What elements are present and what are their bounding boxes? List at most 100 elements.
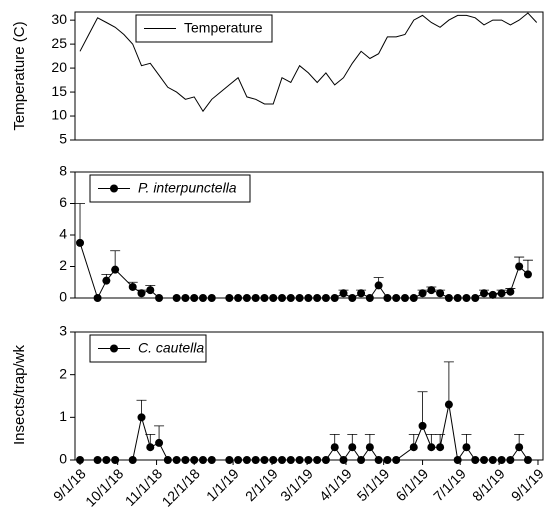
data-point: [234, 294, 243, 302]
y-tick-label: 2: [59, 365, 67, 381]
data-point: [128, 456, 137, 464]
data-point: [181, 294, 190, 302]
data-point: [453, 294, 462, 302]
y-tick-label: 3: [59, 323, 67, 339]
legend-label: C. cautella: [138, 340, 204, 356]
legend-marker: [110, 344, 118, 353]
x-tick-label: 7/1/19: [430, 465, 469, 504]
x-tick-label: 4/1/19: [316, 465, 355, 504]
data-point: [383, 456, 392, 464]
data-point: [146, 286, 155, 295]
data-point: [313, 294, 322, 302]
data-point: [155, 294, 164, 302]
data-point: [295, 294, 304, 302]
y-tick-label: 6: [59, 194, 67, 210]
data-point: [471, 456, 480, 464]
data-point: [480, 456, 489, 464]
data-point: [348, 294, 357, 302]
x-tick-label: 9/1/19: [508, 465, 547, 504]
data-point: [497, 289, 506, 298]
data-point: [76, 456, 85, 464]
data-point: [225, 294, 234, 302]
legend-marker: [110, 184, 118, 193]
data-point: [278, 294, 287, 302]
data-point: [128, 282, 137, 291]
data-point: [506, 287, 515, 296]
legend-label: P. interpunctella: [138, 180, 237, 196]
y-tick-label: 15: [51, 83, 67, 99]
data-point: [330, 443, 339, 452]
data-point: [181, 456, 190, 464]
y-tick-label: 30: [51, 11, 67, 27]
error-bar: [443, 361, 454, 405]
data-point: [313, 456, 322, 464]
data-point: [93, 456, 102, 464]
error-bar: [75, 203, 86, 243]
data-point: [286, 456, 295, 464]
data-point: [400, 294, 409, 302]
y-tick-label: 5: [59, 131, 67, 147]
data-point: [198, 456, 207, 464]
data-point: [462, 443, 471, 452]
data-point: [357, 289, 366, 298]
data-point: [198, 294, 207, 302]
data-point: [471, 294, 480, 302]
data-point: [111, 456, 120, 464]
data-point: [357, 456, 366, 464]
data-point: [418, 289, 427, 298]
data-point: [155, 438, 164, 447]
y-tick-label: 0: [59, 451, 67, 467]
x-tick-label: 2/1/19: [242, 465, 281, 504]
data-point: [286, 294, 295, 302]
x-tick-label: 10/1/18: [82, 465, 126, 509]
data-point: [523, 270, 532, 279]
data-point: [102, 456, 111, 464]
data-point: [383, 294, 392, 302]
data-point: [444, 294, 453, 302]
x-tick-label: 3/1/19: [277, 465, 316, 504]
data-point: [506, 456, 515, 464]
data-point: [172, 294, 181, 302]
data-point: [444, 400, 453, 409]
data-point: [146, 443, 155, 452]
data-point: [418, 421, 427, 430]
data-point: [242, 456, 251, 464]
data-point: [488, 456, 497, 464]
data-point: [427, 286, 436, 295]
data-point: [76, 238, 85, 247]
y-tick-label: 0: [59, 289, 67, 305]
data-point: [190, 456, 199, 464]
data-point: [269, 294, 278, 302]
data-point: [172, 456, 181, 464]
y-tick-label: 25: [51, 35, 67, 51]
x-tick-label: 8/1/19: [469, 465, 508, 504]
data-point: [339, 456, 348, 464]
data-point: [295, 456, 304, 464]
data-point: [242, 294, 251, 302]
y-tick-label: 8: [59, 163, 67, 179]
plot-frame: [74, 11, 544, 141]
data-point: [278, 456, 287, 464]
data-point: [436, 289, 445, 298]
data-point: [137, 413, 146, 422]
data-point: [348, 443, 357, 452]
x-tick-label: 11/1/18: [122, 465, 166, 509]
data-point: [93, 294, 102, 302]
data-point: [339, 289, 348, 298]
data-point: [488, 290, 497, 299]
y-axis-label: Temperature (C): [11, 21, 28, 130]
data-point: [251, 456, 260, 464]
data-point: [392, 294, 401, 302]
data-point: [321, 294, 330, 302]
x-tick-label: 5/1/19: [354, 465, 393, 504]
data-point: [523, 456, 532, 464]
legend-label: Temperature: [184, 20, 263, 36]
data-point: [321, 456, 330, 464]
data-point: [260, 294, 269, 302]
data-point: [163, 456, 172, 464]
data-point: [102, 276, 111, 285]
y-tick-label: 1: [59, 408, 67, 424]
data-point: [515, 262, 524, 271]
data-point: [190, 294, 199, 302]
x-tick-label: 12/1/18: [159, 465, 203, 509]
